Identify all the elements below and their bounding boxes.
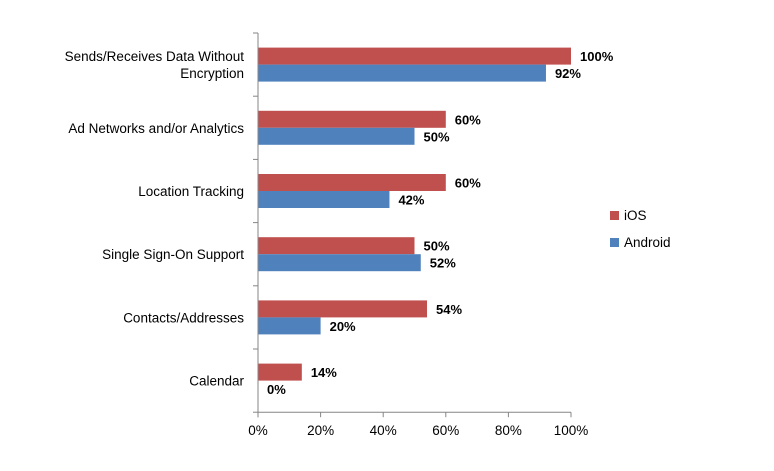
- value-label-android-2: 42%: [398, 193, 424, 208]
- category-label-0-line-1: Encryption: [180, 66, 244, 81]
- value-label-ios-4: 54%: [436, 302, 462, 317]
- bar-ios-4: [258, 300, 428, 318]
- category-label-3: Single Sign-On Support: [102, 247, 244, 262]
- legend: iOS Android: [610, 208, 671, 250]
- x-tick-label-5: 100%: [554, 423, 589, 438]
- category-label-1: Ad Networks and/or Analytics: [68, 121, 244, 136]
- value-label-android-3: 52%: [430, 256, 456, 271]
- bar-android-0: [258, 64, 546, 82]
- bar-ios-0: [258, 47, 571, 65]
- value-label-android-4: 20%: [330, 319, 356, 334]
- bar-ios-1: [258, 110, 446, 128]
- bar-ios-2: [258, 174, 446, 191]
- x-tick-label-1: 20%: [307, 423, 334, 438]
- value-label-android-5: 0%: [267, 382, 286, 397]
- legend-swatch-ios: [610, 211, 619, 220]
- category-label-0-line-0: Sends/Receives Data Without: [65, 49, 245, 64]
- x-tick-label-2: 40%: [370, 423, 397, 438]
- x-tick-label-0: 0%: [248, 423, 268, 438]
- value-label-ios-2: 60%: [455, 176, 481, 191]
- category-labels: Sends/Receives Data Without Encryption Ad …: [65, 49, 245, 389]
- value-label-ios-1: 60%: [455, 112, 481, 127]
- bar-android-3: [258, 254, 421, 272]
- x-tick-label-4: 80%: [495, 423, 522, 438]
- bar-ios-5: [258, 363, 302, 381]
- category-label-2: Location Tracking: [138, 184, 244, 199]
- legend-swatch-android: [610, 238, 619, 247]
- legend-label-ios: iOS: [624, 208, 647, 223]
- bars: [258, 47, 571, 381]
- value-labels: 100% 92% 60% 50% 60% 42% 50% 52% 54% 20% 14% 0%: [267, 49, 614, 397]
- value-label-ios-0: 100%: [580, 49, 614, 64]
- bar-android-4: [258, 317, 321, 335]
- category-label-5: Calendar: [189, 374, 244, 389]
- x-tick-label-3: 60%: [432, 423, 459, 438]
- bar-ios-3: [258, 237, 415, 255]
- value-label-ios-5: 14%: [311, 365, 337, 380]
- bar-android-2: [258, 191, 390, 208]
- bar-android-1: [258, 127, 415, 145]
- value-label-android-0: 92%: [555, 66, 581, 81]
- axes: 0% 20% 40% 60% 80% 100%: [248, 32, 589, 438]
- value-label-android-1: 50%: [424, 129, 450, 144]
- category-label-4: Contacts/Addresses: [123, 310, 244, 325]
- value-label-ios-3: 50%: [424, 239, 450, 254]
- legend-label-android: Android: [624, 235, 671, 250]
